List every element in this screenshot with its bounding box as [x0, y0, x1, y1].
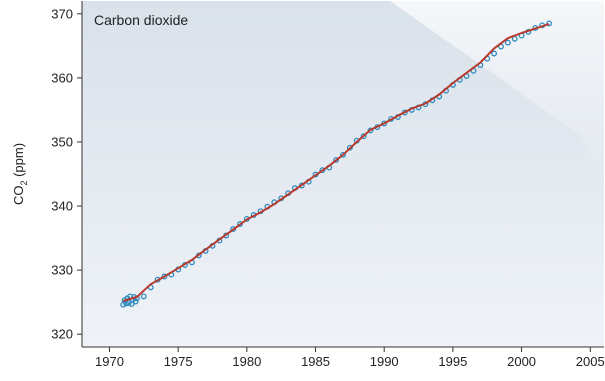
- data-point: [161, 273, 168, 280]
- y-tick-label: 340: [51, 199, 73, 214]
- data-point: [491, 50, 498, 57]
- panel-highlight: [390, 1, 604, 180]
- x-tick-label: 1985: [301, 354, 330, 369]
- data-point: [367, 127, 374, 134]
- y-tick-label: 350: [51, 134, 73, 149]
- x-tick-label: 1975: [164, 354, 193, 369]
- y-axis-label-main: CO: [11, 186, 26, 206]
- y-tick-label: 360: [51, 70, 73, 85]
- x-tick-label: 2005: [576, 354, 605, 369]
- x-tick-label: 1970: [95, 354, 124, 369]
- data-point: [132, 298, 139, 305]
- data-point: [346, 144, 353, 151]
- x-tick-label: 1995: [438, 354, 467, 369]
- x-tick-label: 2000: [507, 354, 536, 369]
- y-tick-label: 330: [51, 263, 73, 278]
- trend-line-group: [122, 23, 550, 302]
- chart-annotation: Carbon dioxide: [94, 12, 188, 28]
- data-point: [504, 39, 511, 46]
- y-axis-label: CO2 (ppm): [11, 143, 29, 205]
- data-point: [333, 156, 340, 163]
- trend-line: [122, 23, 550, 302]
- data-point: [340, 151, 346, 158]
- y-tick-label: 370: [51, 6, 73, 21]
- y-axis-label-unit: (ppm): [11, 143, 26, 181]
- data-point: [140, 293, 147, 300]
- data-point: [360, 133, 367, 140]
- y-axis: 320 330 340 350 360 370: [51, 1, 83, 347]
- data-point: [319, 167, 326, 174]
- x-tick-label: 1990: [370, 354, 399, 369]
- y-tick-label: 320: [51, 327, 73, 342]
- y-axis-label-sub: 2: [19, 181, 29, 186]
- x-axis: 1970 1975 1980 1985 1990 1995 2000 2005: [82, 346, 605, 369]
- x-tick-label: 1980: [232, 354, 261, 369]
- data-point: [546, 20, 553, 27]
- data-point: [125, 299, 132, 306]
